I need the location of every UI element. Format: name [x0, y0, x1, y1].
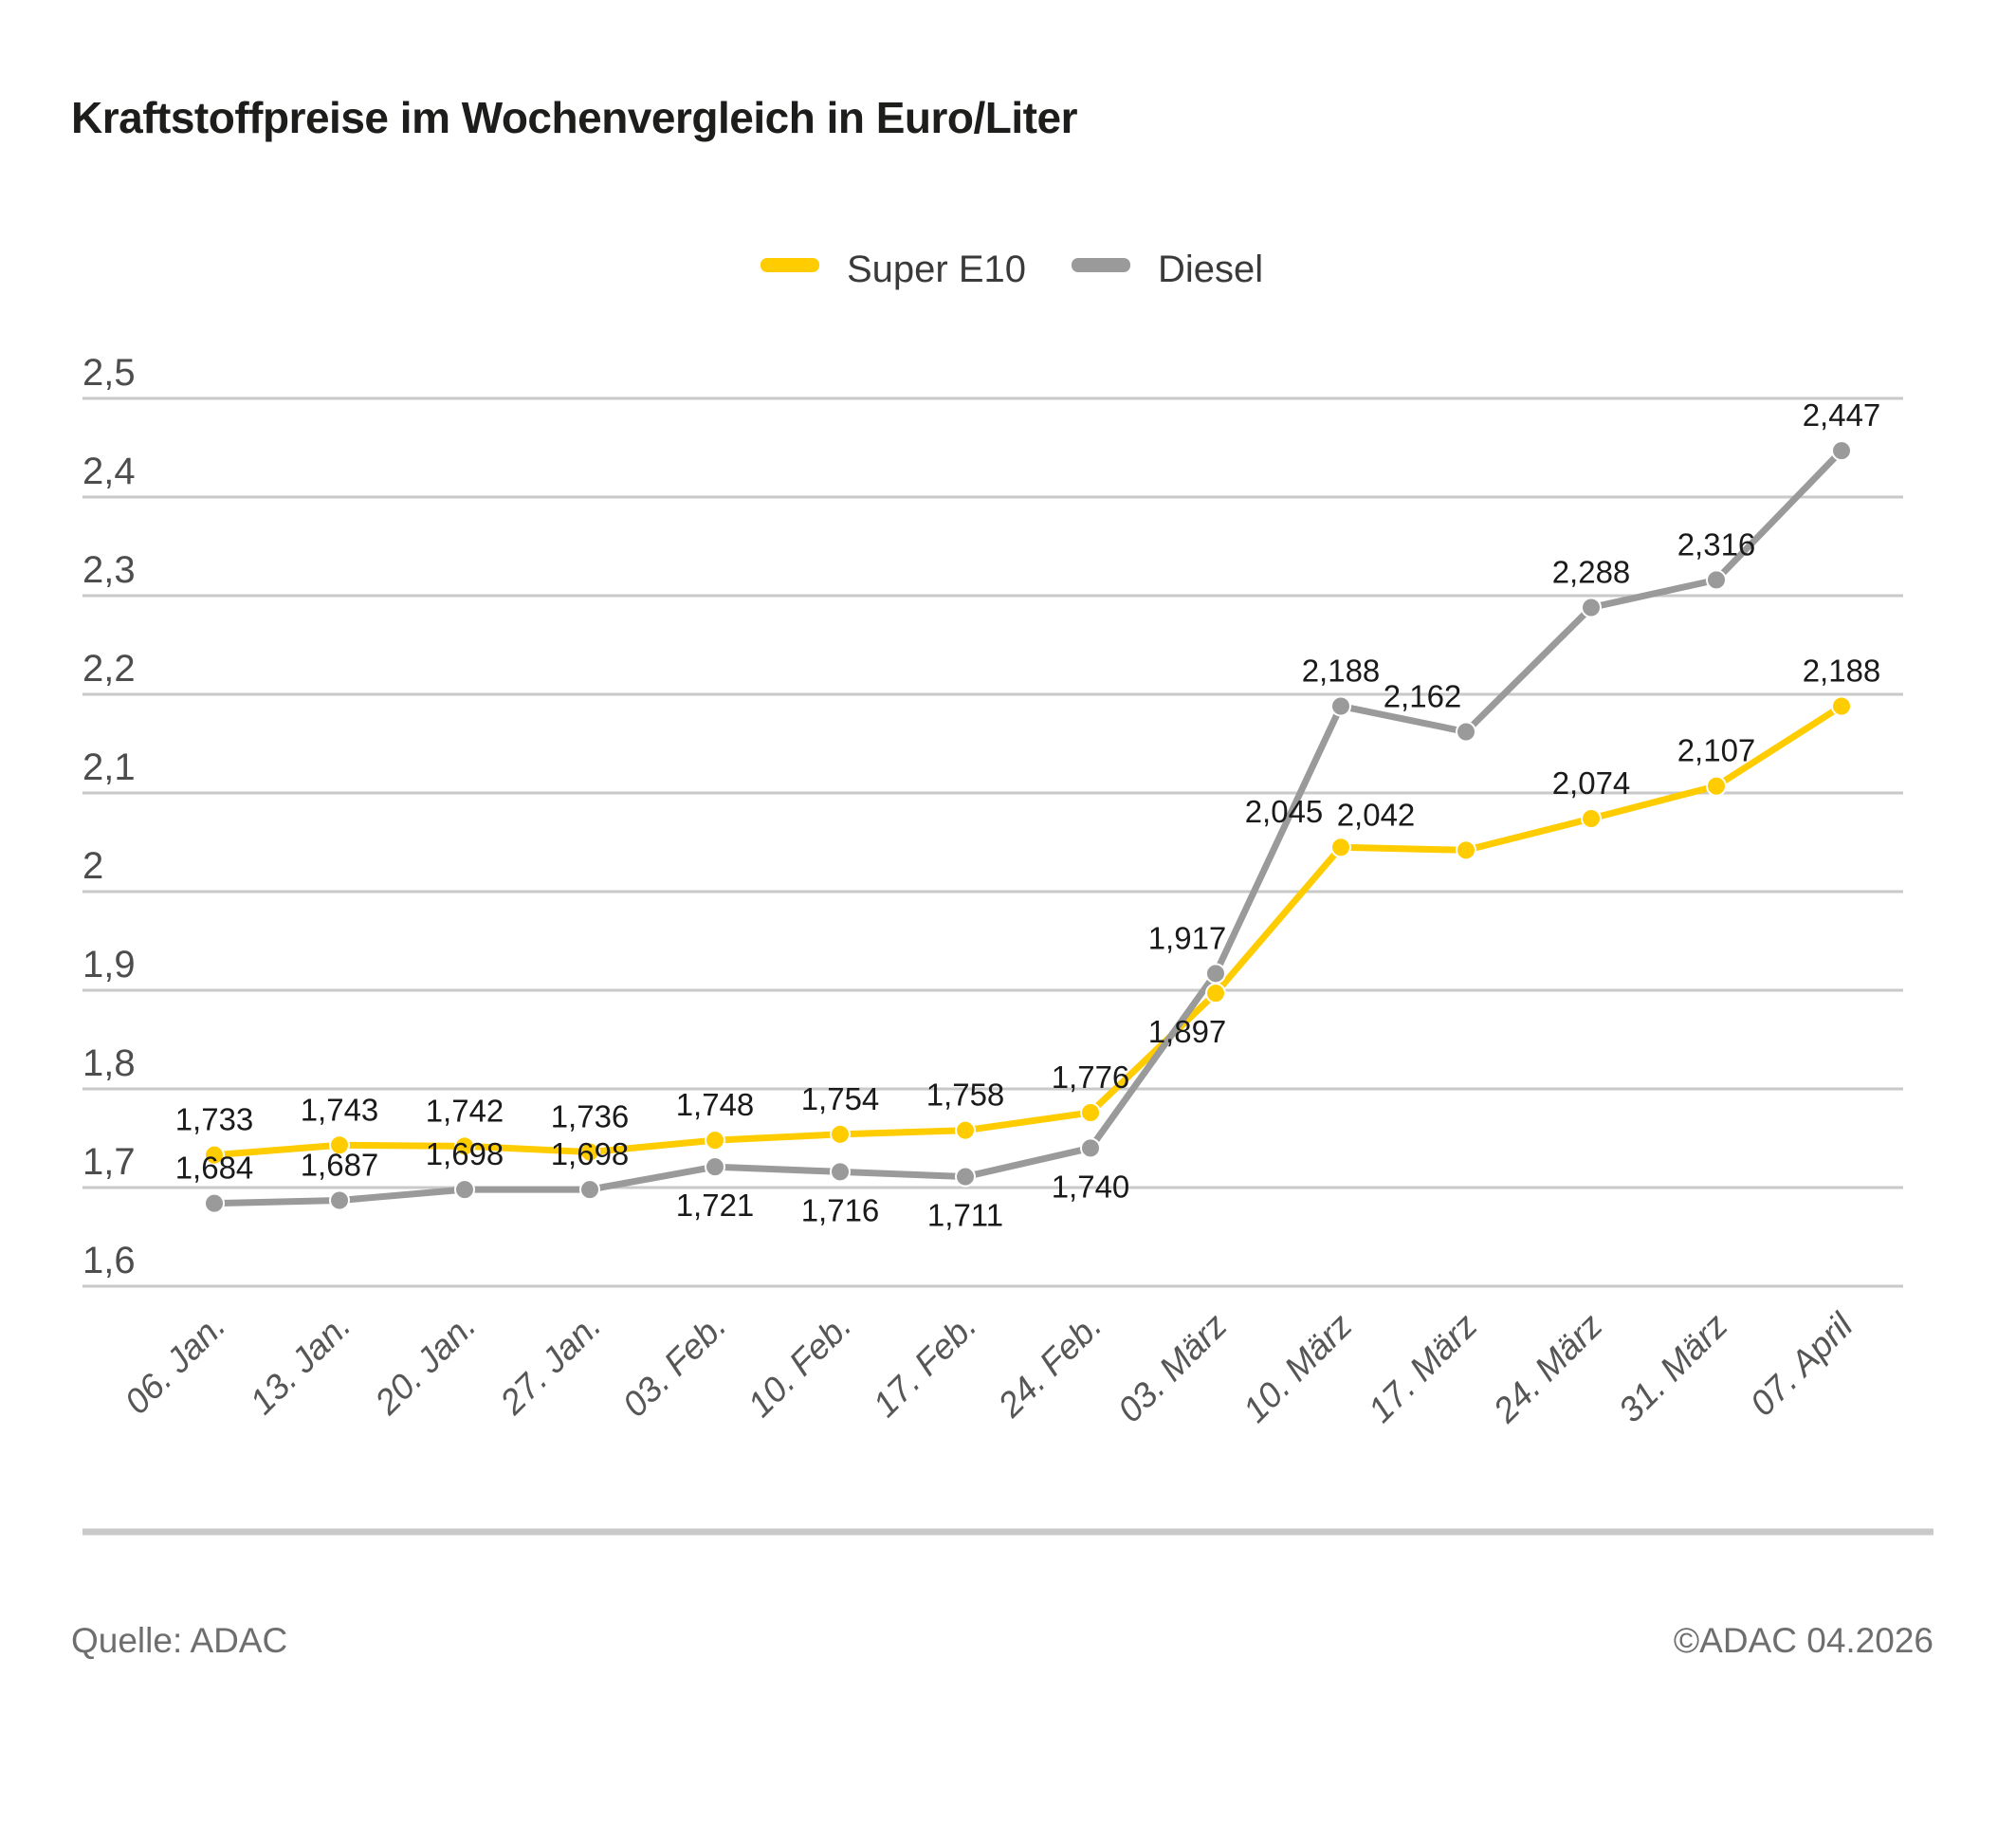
- x-tick-label: 20. Jan.: [367, 1306, 484, 1423]
- value-label: 1,736: [551, 1099, 630, 1134]
- value-label: 2,188: [1302, 653, 1381, 688]
- data-point-markers: [204, 440, 1852, 1214]
- value-label: 1,917: [1148, 920, 1227, 955]
- value-label: 2,447: [1803, 397, 1881, 433]
- data-point: [1205, 963, 1226, 985]
- x-tick-label: 13. Jan.: [243, 1306, 358, 1422]
- value-label: 2,316: [1677, 526, 1756, 562]
- data-point: [329, 1134, 350, 1156]
- value-label: 2,162: [1384, 679, 1462, 714]
- data-point: [1831, 695, 1852, 717]
- data-point: [830, 1123, 851, 1145]
- x-tick-label: 06. Jan.: [118, 1306, 233, 1422]
- value-label: 2,042: [1337, 797, 1416, 832]
- legend-label-super-e10: Super E10: [847, 249, 1026, 290]
- value-label: 1,743: [301, 1092, 379, 1127]
- value-label: 1,897: [1148, 1014, 1227, 1049]
- value-label: 1,721: [676, 1188, 755, 1223]
- legend-label-diesel: Diesel: [1158, 249, 1263, 290]
- series-line-super-e10: [211, 702, 1845, 1159]
- source-note: Quelle: ADAC: [71, 1621, 287, 1660]
- data-point: [1080, 1137, 1101, 1159]
- y-tick-label: 2,4: [82, 451, 136, 492]
- y-tick-label: 2,5: [82, 352, 136, 394]
- x-tick-label: 24. Feb.: [990, 1306, 1109, 1426]
- data-point: [1706, 775, 1727, 797]
- y-tick-label: 2: [82, 845, 103, 887]
- data-point: [204, 1144, 225, 1166]
- value-labels: 1,733 1,743 1,742 1,736 1,748 1,754 1,758 1,776…: [175, 397, 1881, 1232]
- data-point: [1205, 983, 1226, 1004]
- data-point: [705, 1156, 725, 1178]
- y-tick-label: 1,7: [82, 1141, 136, 1183]
- data-point: [1831, 440, 1852, 462]
- gridlines: [82, 396, 1903, 1288]
- x-tick-label: 17. Feb.: [866, 1306, 984, 1425]
- y-tick-label: 1,8: [82, 1042, 136, 1084]
- value-label: 1,711: [927, 1198, 1003, 1233]
- data-point: [705, 1130, 725, 1152]
- data-point: [1581, 597, 1602, 618]
- value-label: 1,687: [301, 1148, 379, 1183]
- x-tick-label: 03. März: [1110, 1306, 1235, 1430]
- y-tick-label: 2,1: [82, 746, 136, 788]
- data-point: [329, 1189, 350, 1211]
- value-label: 1,776: [1052, 1059, 1130, 1095]
- value-label: 1,754: [801, 1081, 880, 1116]
- value-label: 1,716: [801, 1192, 880, 1227]
- value-label: 1,733: [175, 1102, 254, 1137]
- value-label: 2,107: [1677, 733, 1756, 768]
- page-title: Kraftstoffpreise im Wochenvergleich in E…: [71, 93, 1078, 142]
- series-lines: [211, 447, 1845, 1207]
- x-tick-label: 31. März: [1611, 1306, 1735, 1430]
- data-point: [1581, 808, 1602, 830]
- y-tick-label: 1,6: [82, 1240, 136, 1281]
- value-label: 2,288: [1552, 554, 1631, 589]
- x-tick-label: 10. Feb.: [741, 1306, 859, 1425]
- value-label: 1,758: [926, 1078, 1005, 1113]
- data-point: [204, 1192, 225, 1214]
- y-tick-label: 2,3: [82, 549, 136, 591]
- value-label: 2,045: [1245, 794, 1324, 829]
- value-label: 1,698: [426, 1136, 504, 1171]
- x-tick-label: 07. April: [1743, 1304, 1861, 1423]
- y-axis-labels: 1,6 1,7 1,8 1,9 2 2,1 2,2 2,3 2,4 2,5: [82, 352, 136, 1281]
- data-point: [454, 1179, 475, 1201]
- series-line-diesel: [211, 447, 1845, 1207]
- data-point: [454, 1135, 475, 1157]
- x-tick-label: 27. Jan.: [492, 1306, 609, 1423]
- x-tick-label: 17. März: [1361, 1306, 1485, 1430]
- value-label: 1,698: [551, 1136, 630, 1171]
- legend-swatch-super-e10: [761, 258, 819, 272]
- legend-swatch-diesel: [1072, 258, 1130, 272]
- data-point: [1456, 721, 1476, 743]
- data-point: [1330, 695, 1351, 717]
- value-label: 1,684: [175, 1151, 254, 1186]
- value-label: 2,188: [1803, 653, 1881, 688]
- data-point: [579, 1179, 600, 1201]
- value-label: 1,742: [426, 1093, 504, 1128]
- data-point: [955, 1166, 976, 1188]
- value-label: 2,074: [1552, 765, 1631, 801]
- footer: Quelle: ADAC ©ADAC 04.2026: [71, 1528, 1934, 1660]
- data-point: [830, 1161, 851, 1183]
- value-label: 1,748: [676, 1087, 755, 1122]
- data-point: [955, 1119, 976, 1141]
- y-tick-label: 1,9: [82, 944, 136, 986]
- data-point: [1330, 837, 1351, 858]
- data-point: [579, 1141, 600, 1163]
- x-tick-label: 24. März: [1485, 1306, 1609, 1430]
- data-point: [1080, 1101, 1101, 1123]
- data-point: [1456, 839, 1476, 861]
- data-point: [1706, 569, 1727, 591]
- copyright-note: ©ADAC 04.2026: [1674, 1621, 1934, 1660]
- x-tick-label: 03. Feb.: [615, 1306, 734, 1425]
- legend: Super E10 Diesel: [761, 249, 1263, 290]
- x-axis-labels: 06. Jan. 13. Jan. 20. Jan. 27. Jan. 03. Feb.…: [118, 1304, 1861, 1430]
- y-tick-label: 2,2: [82, 648, 136, 690]
- value-label: 1,740: [1052, 1169, 1130, 1204]
- x-tick-label: 10. März: [1236, 1306, 1360, 1430]
